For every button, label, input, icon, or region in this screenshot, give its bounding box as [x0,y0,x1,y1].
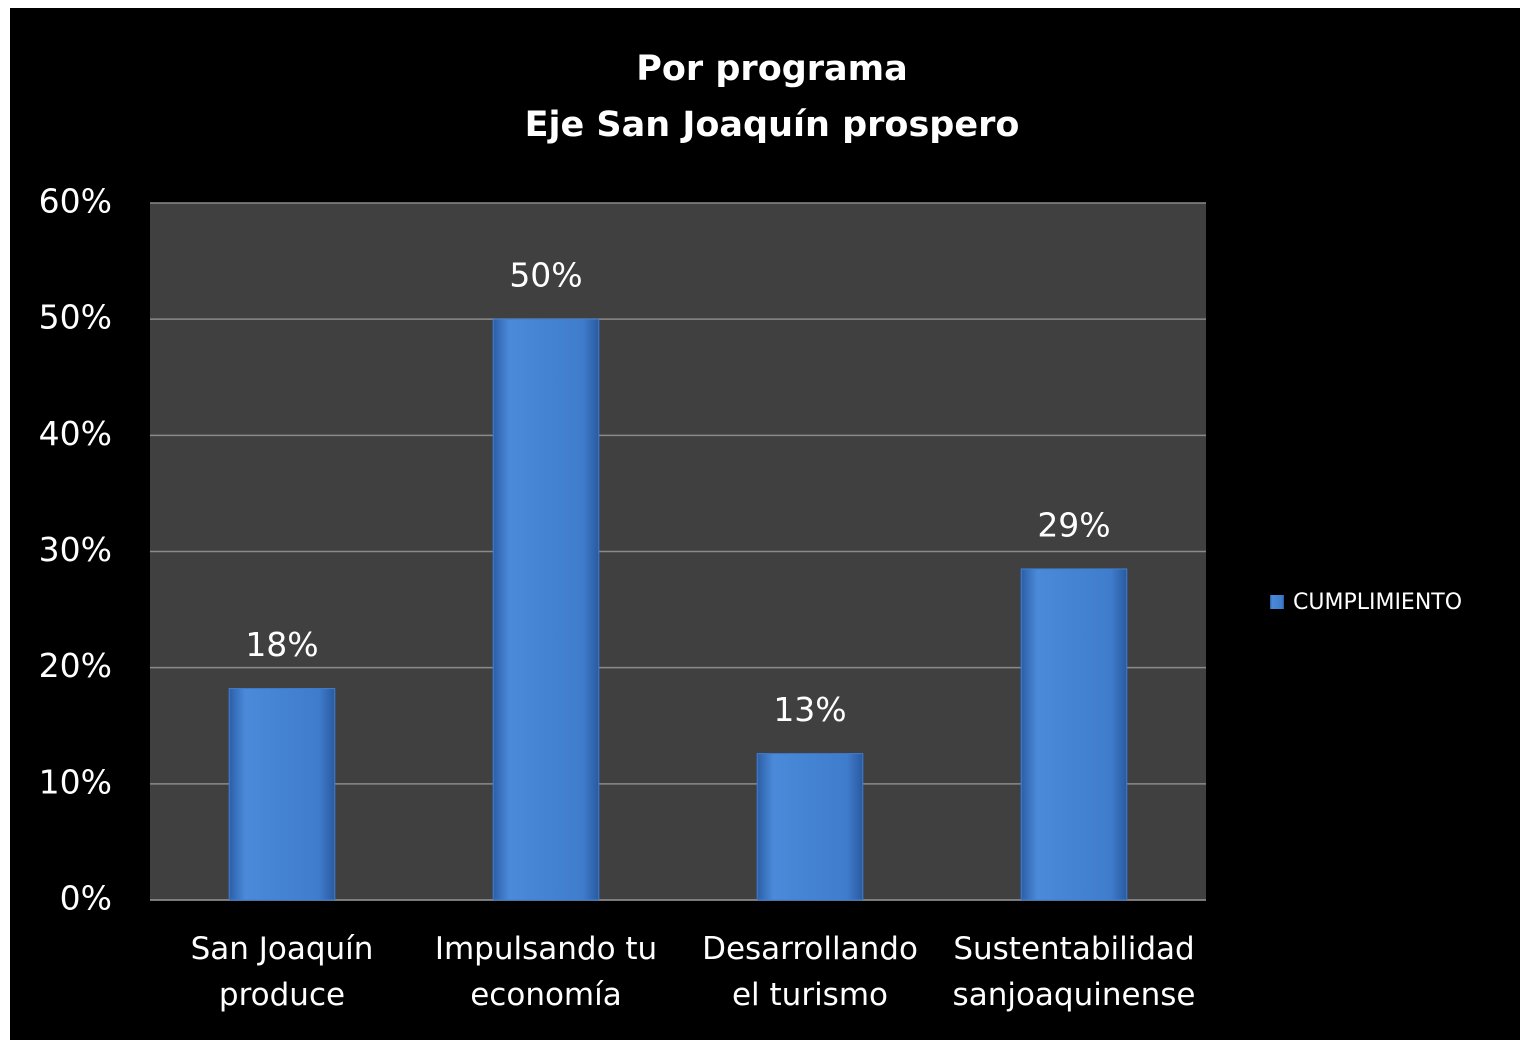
y-tick-label: 10% [39,762,112,801]
chart-title: Por programa [636,49,908,89]
x-tick-label: Impulsando tu economía [434,931,658,1013]
chart: Por programa Eje San Joaquín prospero 0%… [39,49,1462,918]
bar [756,753,864,901]
x-tick-label: Desarrollando el turismo [702,931,918,1013]
chart-background: Por programa Eje San Joaquín prospero 0%… [10,8,1520,1040]
y-tick-label: 30% [39,530,112,569]
y-tick-label: 60% [39,182,112,221]
bar [228,688,336,901]
legend-label: CUMPLIMIENTO [1293,590,1462,615]
data-label: 29% [1037,505,1110,544]
legend-swatch [1270,595,1284,609]
x-tick-label: Sustentabilidad sanjoaquinense [952,931,1196,1013]
data-label: 18% [245,625,318,664]
y-tick-label: 20% [39,646,112,685]
bar [1020,568,1128,901]
data-label: 50% [509,256,582,295]
x-tick-label: San Joaquín produce [190,931,374,1013]
y-tick-label: 50% [39,298,112,337]
y-tick-label: 0% [60,879,112,918]
chart-subtitle: Eje San Joaquín prospero [525,105,1020,145]
data-label: 13% [773,690,846,729]
y-tick-label: 40% [39,414,112,453]
bar [492,318,600,901]
